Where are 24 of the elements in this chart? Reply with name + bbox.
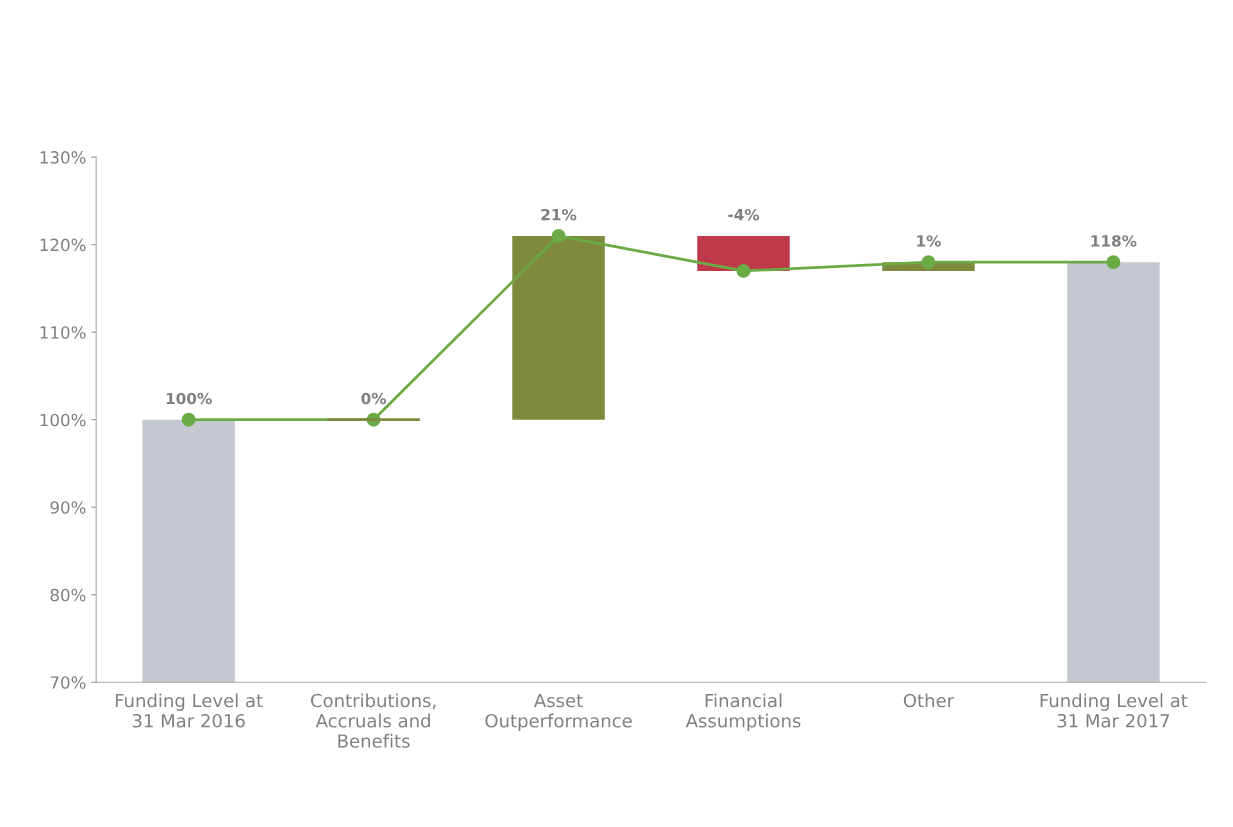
point: [921, 255, 936, 270]
data-label: 21%: [541, 208, 577, 221]
x-tick-label: Asset Outperformance: [485, 693, 632, 732]
x-tick-label: Other: [903, 693, 955, 708]
data-label: 118%: [1091, 235, 1137, 247]
x-tick-label: Financial Assumptions: [685, 693, 801, 732]
point: [736, 263, 751, 278]
x-tick-label: Contributions, Accruals and Benefits: [310, 693, 436, 748]
y-tick-label: 100%: [40, 413, 86, 427]
y-tick-label: 80%: [50, 588, 86, 602]
point: [1106, 255, 1121, 270]
y-tick-label: 110%: [40, 326, 86, 339]
point: [181, 412, 196, 427]
x-tick-label: Funding Level at 31 Mar 2017: [1040, 693, 1188, 728]
x-tick-label: Funding Level at 31 Mar 2016: [115, 693, 263, 728]
data-label: -4%: [728, 208, 760, 221]
data-label: 100%: [166, 392, 212, 405]
y-tick-label: 120%: [40, 238, 86, 252]
y-tick-label: 70%: [50, 676, 86, 689]
data-label: 0%: [361, 392, 387, 405]
y-tick-label: 130%: [40, 151, 86, 164]
y-tick-label: 90%: [50, 501, 86, 514]
point: [551, 228, 566, 243]
data-label: 1%: [917, 235, 941, 247]
